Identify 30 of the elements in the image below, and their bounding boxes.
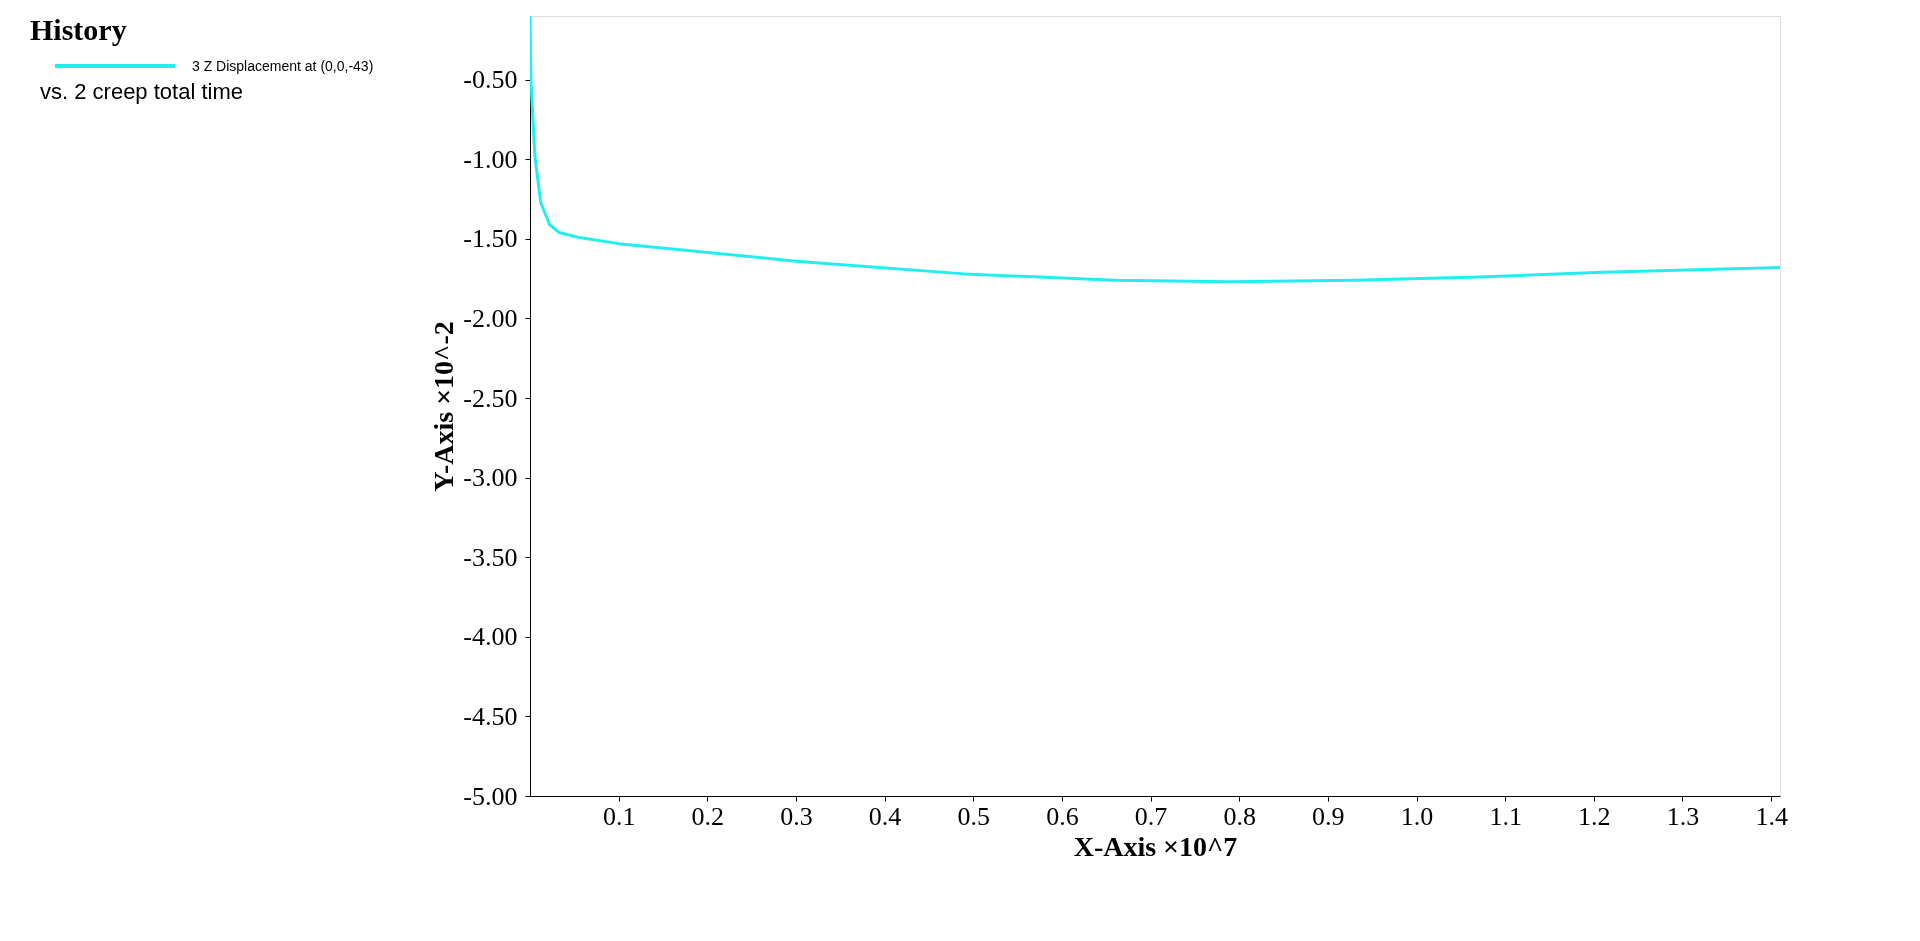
text: 3 Z Displacement at (0,0,-43) — [192, 58, 374, 74]
y-tick-label: -4.50 — [463, 701, 518, 731]
y-tick-label: -5.00 — [463, 781, 518, 811]
x-tick-label: 0.2 — [691, 801, 725, 831]
x-tick-label: 1.3 — [1666, 801, 1700, 831]
x-tick-label: 0.7 — [1134, 801, 1168, 831]
y-tick-label: -4.00 — [463, 622, 518, 652]
x-tick-label: 0.5 — [957, 801, 991, 831]
y-tick-label: -3.50 — [463, 542, 518, 572]
x-tick-label: 1.4 — [1755, 801, 1788, 831]
y-tick-label: -2.00 — [463, 303, 518, 333]
y-tick-label: -2.50 — [463, 383, 518, 413]
x-tick-label: 0.4 — [868, 801, 902, 831]
x-tick-label: 0.9 — [1312, 801, 1345, 831]
y-axis-title: Y-Axis ×10^-2 — [428, 321, 460, 492]
x-axis-title: X-Axis ×10^7 — [1073, 830, 1238, 862]
x-tick-label: 0.3 — [780, 801, 813, 831]
y-tick-label: -1.50 — [463, 224, 518, 254]
x-tick-label: 0.6 — [1046, 801, 1079, 831]
legend-title: History — [30, 13, 127, 46]
y-tick-label: -0.50 — [463, 65, 518, 95]
x-tick-label: 1.2 — [1578, 801, 1611, 831]
x-tick-label: 0.1 — [602, 801, 636, 831]
line-series — [530, 16, 1780, 284]
x-tick-label: 0.8 — [1223, 801, 1256, 831]
x-tick-label: 1.0 — [1400, 801, 1434, 831]
y-tick-label: -3.00 — [463, 463, 518, 493]
y-tick-label: -1.00 — [463, 144, 518, 174]
text: vs. 2 creep total time — [40, 79, 243, 104]
x-tick-label: 1.1 — [1489, 801, 1522, 831]
